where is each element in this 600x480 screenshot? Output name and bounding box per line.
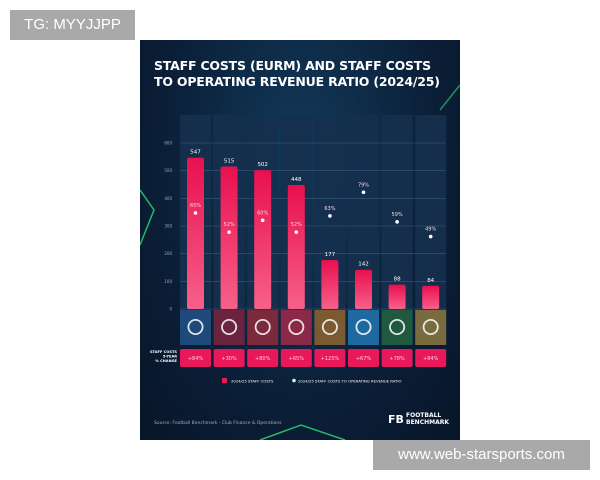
watermark-bottom-right: www.web-starsports.com <box>373 440 590 470</box>
ratio-label: 60% <box>257 210 268 216</box>
bar-value-label: 177 <box>325 252 336 258</box>
club-logo-inner <box>424 320 437 334</box>
ratio-label: 52% <box>224 222 235 228</box>
neon-line <box>140 189 155 246</box>
legend-bar-label: 2024/25 STAFF COSTS <box>231 379 274 384</box>
ratio-dot <box>395 220 399 224</box>
bar-value-label: 448 <box>291 177 302 183</box>
neon-line <box>259 424 346 440</box>
football-benchmark-logo: FB <box>388 413 404 426</box>
brand-line-2: BENCHMARK <box>406 419 450 426</box>
bar-value-label: 547 <box>190 150 201 156</box>
bar-napoli <box>355 269 372 309</box>
change-row-label: 5-YEAR <box>163 355 177 359</box>
ratio-label: 49% <box>425 227 436 233</box>
legend-dot-swatch <box>292 378 296 383</box>
change-value: +84% <box>188 356 204 362</box>
ratio-dot <box>260 218 265 223</box>
watermark-top-left: TG: MYYJJPP <box>10 10 135 40</box>
change-cell <box>415 349 447 367</box>
bar-sporting-cp <box>388 284 406 309</box>
y-tick-label: 400 <box>164 196 172 201</box>
y-tick-label: 500 <box>164 168 172 173</box>
ratio-dot <box>361 190 366 195</box>
club-logo-inner <box>390 320 404 334</box>
club-logo-inner <box>323 320 337 334</box>
y-tick-label: 100 <box>164 279 172 284</box>
bar-fc-barcelona <box>220 166 238 309</box>
bar-galatasaray <box>321 260 339 309</box>
change-cell <box>348 349 379 367</box>
bar-value-label: 515 <box>224 159 235 165</box>
ratio-label: 63% <box>324 206 335 212</box>
bar-bayern-munich <box>287 185 305 309</box>
club-logo-inner <box>256 320 269 334</box>
bar-value-label: 502 <box>257 162 268 168</box>
change-cell <box>247 349 279 367</box>
bar-value-label: 88 <box>394 277 401 283</box>
source-note: Source: Football Benchmark - Club Financ… <box>154 421 282 426</box>
change-value: +78% <box>389 356 405 362</box>
brand-line-1: FOOTBALL <box>406 412 442 419</box>
chart-title: STAFF COSTS (EURM) AND STAFF COSTS TO OP… <box>154 58 440 89</box>
change-cell <box>280 349 312 367</box>
bar-liverpool <box>254 170 272 309</box>
y-tick-label: 200 <box>164 251 172 256</box>
club-logo-inner <box>290 320 303 334</box>
ratio-label: 79% <box>358 182 369 188</box>
change-cell <box>213 349 245 367</box>
change-value: +125% <box>321 356 340 362</box>
change-row-label: % CHANGE <box>155 359 177 363</box>
brand-name: FOOTBALL BENCHMARK <box>406 412 449 426</box>
ratio-dot <box>428 234 433 239</box>
y-tick-label: 600 <box>164 141 172 146</box>
club-logo-inner <box>357 320 370 334</box>
change-value: +65% <box>289 356 305 362</box>
chart: 0 100 200 300 400 500 600 547 65% +84% 515 52% +30% 5… <box>140 84 460 440</box>
change-cell <box>180 349 211 367</box>
change-value: +80% <box>255 356 271 362</box>
ratio-label: 65% <box>190 203 201 209</box>
ratio-dot <box>193 211 198 215</box>
infographic: STAFF COSTS (EURM) AND STAFF COSTS TO OP… <box>140 40 460 440</box>
change-value: +30% <box>221 356 237 362</box>
bar-value-label: 142 <box>358 262 369 268</box>
legend-dot-label: 2024/25 STAFF COSTS TO OPERATING REVENUE… <box>298 379 401 384</box>
ratio-dot <box>227 230 231 234</box>
change-value: +67% <box>356 356 372 362</box>
change-value: +84% <box>423 356 439 362</box>
club-logo-inner <box>189 320 202 334</box>
change-cell <box>381 349 413 367</box>
bar-psg <box>187 157 204 309</box>
ratio-dot <box>328 214 332 218</box>
change-row-label: STAFF COSTS <box>150 350 177 354</box>
ratio-label: 52% <box>291 222 302 228</box>
y-tick-label: 300 <box>164 224 172 229</box>
change-cell <box>314 349 346 367</box>
y-tick-label: 0 <box>169 307 172 312</box>
bar-value-label: 84 <box>427 278 434 284</box>
ratio-label: 59% <box>392 212 403 218</box>
legend-bar-swatch <box>222 378 227 383</box>
ratio-dot <box>294 230 299 234</box>
bar-psv <box>422 285 440 309</box>
neon-line <box>439 84 460 111</box>
club-logo-inner <box>222 320 236 334</box>
